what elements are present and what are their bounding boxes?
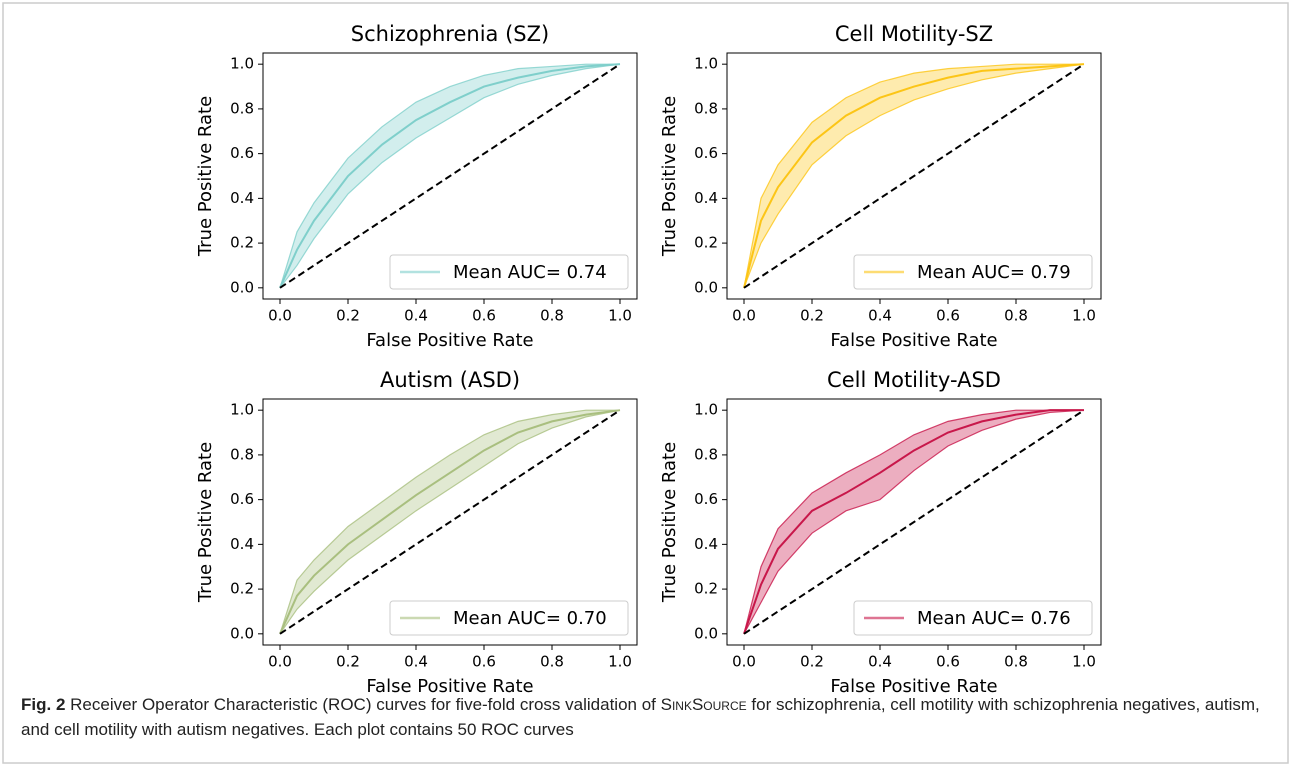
plot-frame <box>262 398 638 646</box>
y-tick-label: 0.4 <box>694 189 718 207</box>
x-tick-label: 0.8 <box>540 307 564 325</box>
x-tick-label: 0.2 <box>800 653 824 671</box>
y-axis-label: True Positive Rate <box>195 442 216 603</box>
y-tick-label: 0.8 <box>694 445 718 463</box>
x-axis-label: False Positive Rate <box>366 676 533 697</box>
spread-line <box>743 63 1085 289</box>
spread-line <box>279 409 621 635</box>
y-tick-label: 0.6 <box>694 144 718 162</box>
y-tick-label: 0.0 <box>230 624 254 642</box>
legend-label: Mean AUC= 0.74 <box>453 262 607 283</box>
x-tick-label: 0.0 <box>268 653 292 671</box>
spread-line <box>743 409 1084 634</box>
chart-title: Schizophrenia (SZ) <box>351 22 549 46</box>
x-tick-label: 1.0 <box>1072 307 1096 325</box>
x-tick-label: 0.6 <box>936 653 960 671</box>
y-tick-label: 0.6 <box>230 490 254 508</box>
chance-line <box>743 63 1085 289</box>
y-tick-label: 0.2 <box>694 234 718 252</box>
x-axis-label: False Positive Rate <box>830 330 997 351</box>
x-tick-label: 0.4 <box>868 307 892 325</box>
spread-line <box>743 409 1085 635</box>
legend-box <box>389 254 629 290</box>
legend-box <box>389 600 629 636</box>
x-tick-label: 0.8 <box>1004 653 1028 671</box>
y-tick-label: 0.6 <box>694 490 718 508</box>
plot-frame <box>726 52 1102 300</box>
y-tick-label: 1.0 <box>694 55 718 73</box>
y-tick-label: 0.2 <box>230 580 254 598</box>
y-axis-label: True Positive Rate <box>195 96 216 257</box>
caption-method: SinkSource <box>660 695 747 714</box>
spread-line <box>279 409 620 634</box>
y-tick-label: 0.4 <box>230 535 254 553</box>
chance-line <box>279 63 621 289</box>
spread-line <box>279 63 621 289</box>
x-tick-label: 0.6 <box>936 307 960 325</box>
x-tick-label: 0.0 <box>732 307 756 325</box>
y-tick-label: 0.0 <box>230 278 254 296</box>
caption-text: for schizophrenia, cell motility with sc… <box>21 695 1260 739</box>
chart-title: Cell Motility-ASD <box>827 368 1001 392</box>
x-tick-label: 0.6 <box>472 307 496 325</box>
y-tick-label: 0.2 <box>230 234 254 252</box>
y-tick-label: 0.2 <box>694 580 718 598</box>
y-tick-label: 0.8 <box>694 99 718 117</box>
y-axis-label: True Positive Rate <box>659 96 680 257</box>
chart-title: Autism (ASD) <box>380 368 520 392</box>
spread-band <box>744 64 1084 288</box>
roc-line <box>743 409 1084 635</box>
x-tick-label: 0.2 <box>336 653 360 671</box>
caption: Fig. 2 Receiver Operator Characteristic … <box>21 692 1271 742</box>
caption-label: Fig. 2 <box>21 695 66 714</box>
legend-label: Mean AUC= 0.79 <box>917 262 1071 283</box>
x-tick-label: 1.0 <box>608 653 632 671</box>
x-tick-label: 1.0 <box>608 307 632 325</box>
chance-line <box>279 409 621 635</box>
plot-frame <box>262 52 638 300</box>
spread-line <box>279 63 620 288</box>
roc-line <box>743 63 1085 289</box>
x-tick-label: 0.2 <box>800 307 824 325</box>
x-axis-label: False Positive Rate <box>366 330 533 351</box>
x-tick-label: 0.4 <box>404 307 428 325</box>
legend-box <box>853 254 1093 290</box>
x-tick-label: 0.4 <box>868 653 892 671</box>
roc-line <box>279 63 621 289</box>
caption-text: Receiver Operator Characteristic (ROC) c… <box>70 695 656 714</box>
y-tick-label: 0.4 <box>694 535 718 553</box>
x-tick-label: 0.8 <box>1004 307 1028 325</box>
y-tick-label: 0.4 <box>230 189 254 207</box>
y-tick-label: 0.8 <box>230 99 254 117</box>
legend-label: Mean AUC= 0.70 <box>453 608 607 629</box>
roc-line <box>279 409 621 635</box>
x-tick-label: 0.2 <box>336 307 360 325</box>
chance-line <box>743 409 1085 635</box>
y-tick-label: 0.8 <box>230 445 254 463</box>
y-tick-label: 0.0 <box>694 624 718 642</box>
x-tick-label: 0.8 <box>540 653 564 671</box>
spread-band <box>744 410 1084 634</box>
y-tick-label: 0.6 <box>230 144 254 162</box>
y-tick-label: 1.0 <box>694 401 718 419</box>
x-axis-label: False Positive Rate <box>830 676 997 697</box>
x-tick-label: 0.0 <box>268 307 292 325</box>
x-tick-label: 0.6 <box>472 653 496 671</box>
y-axis-label: True Positive Rate <box>659 442 680 603</box>
y-tick-label: 1.0 <box>230 55 254 73</box>
x-tick-label: 0.0 <box>732 653 756 671</box>
plot-frame <box>726 398 1102 646</box>
y-tick-label: 0.0 <box>694 278 718 296</box>
y-tick-label: 1.0 <box>230 401 254 419</box>
x-tick-label: 1.0 <box>1072 653 1096 671</box>
legend-box <box>853 600 1093 636</box>
chart-title: Cell Motility-SZ <box>835 22 993 46</box>
spread-line <box>743 63 1084 288</box>
legend-label: Mean AUC= 0.76 <box>917 608 1071 629</box>
x-tick-label: 0.4 <box>404 653 428 671</box>
